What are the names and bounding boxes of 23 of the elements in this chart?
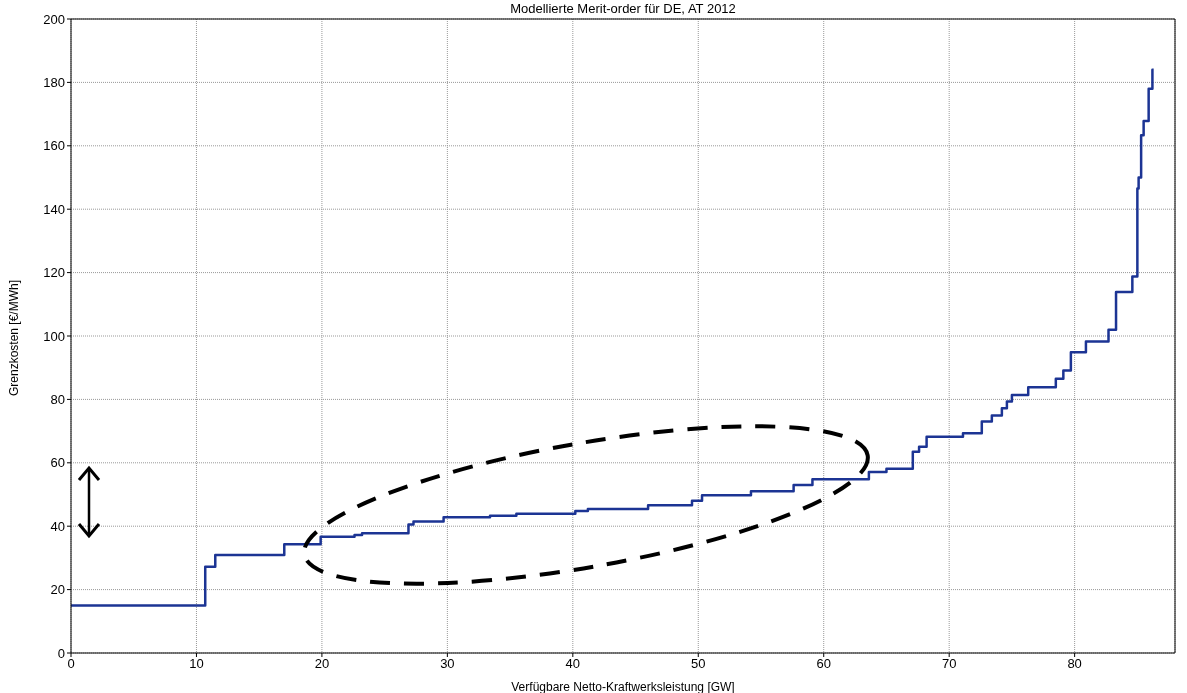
- x-tick-label: 70: [941, 656, 957, 672]
- y-tick-label: 160: [43, 138, 65, 154]
- y-tick-label: 140: [43, 201, 65, 217]
- y-tick-label: 100: [43, 328, 65, 344]
- y-tick-label: 40: [50, 518, 65, 534]
- y-tick-label: 60: [50, 455, 65, 471]
- x-tick-label: 0: [67, 656, 75, 672]
- x-tick-label: 10: [189, 656, 204, 672]
- x-tick-label: 60: [816, 656, 831, 672]
- y-tick-label: 20: [50, 582, 65, 598]
- x-axis-title: Verfügbare Netto-Kraftwerksleistung [GW]: [511, 680, 735, 693]
- x-tick-label: 20: [314, 656, 330, 672]
- y-tick-label: 0: [57, 645, 65, 661]
- y-axis-title: Grenzkosten [€/MWh]: [7, 279, 22, 396]
- x-tick-label: 40: [565, 656, 581, 672]
- y-tick-label: 200: [43, 11, 65, 27]
- y-tick-label: 180: [43, 75, 65, 91]
- x-tick-label: 30: [440, 656, 455, 672]
- y-tick-label: 80: [50, 392, 65, 408]
- y-tick-label: 120: [43, 265, 65, 281]
- chart-title: Modellierte Merit-order für DE, AT 2012: [509, 0, 737, 17]
- x-tick-label: 80: [1067, 656, 1082, 672]
- x-tick-label: 50: [691, 656, 706, 672]
